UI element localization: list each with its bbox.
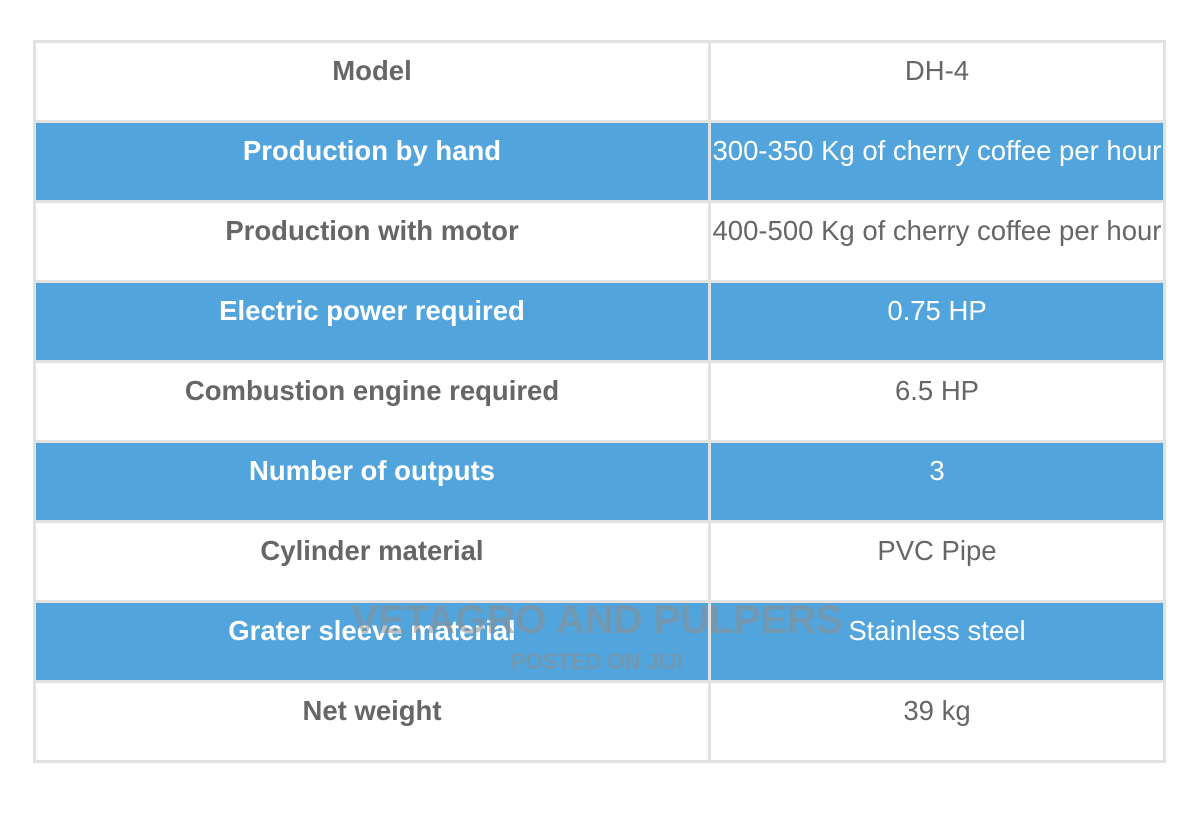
- row-value: 300-350 Kg of cherry coffee per hour: [711, 123, 1163, 200]
- row-label: Grater sleeve material: [36, 603, 708, 680]
- row-value: PVC Pipe: [711, 523, 1163, 600]
- row-value: 0.75 HP: [711, 283, 1163, 360]
- row-label: Model: [36, 43, 708, 120]
- row-value: 6.5 HP: [711, 363, 1163, 440]
- row-value: Stainless steel: [711, 603, 1163, 680]
- row-value: 39 kg: [711, 683, 1163, 760]
- row-label: Combustion engine required: [36, 363, 708, 440]
- row-label: Production with motor: [36, 203, 708, 280]
- row-label: Number of outputs: [36, 443, 708, 520]
- row-label: Production by hand: [36, 123, 708, 200]
- row-label: Electric power required: [36, 283, 708, 360]
- row-value: 400-500 Kg of cherry coffee per hour: [711, 203, 1163, 280]
- spec-table: Model DH-4 Production by hand 300-350 Kg of…: [33, 40, 1166, 763]
- row-value: DH-4: [711, 43, 1163, 120]
- row-label: Cylinder material: [36, 523, 708, 600]
- row-value: 3: [711, 443, 1163, 520]
- row-label: Net weight: [36, 683, 708, 760]
